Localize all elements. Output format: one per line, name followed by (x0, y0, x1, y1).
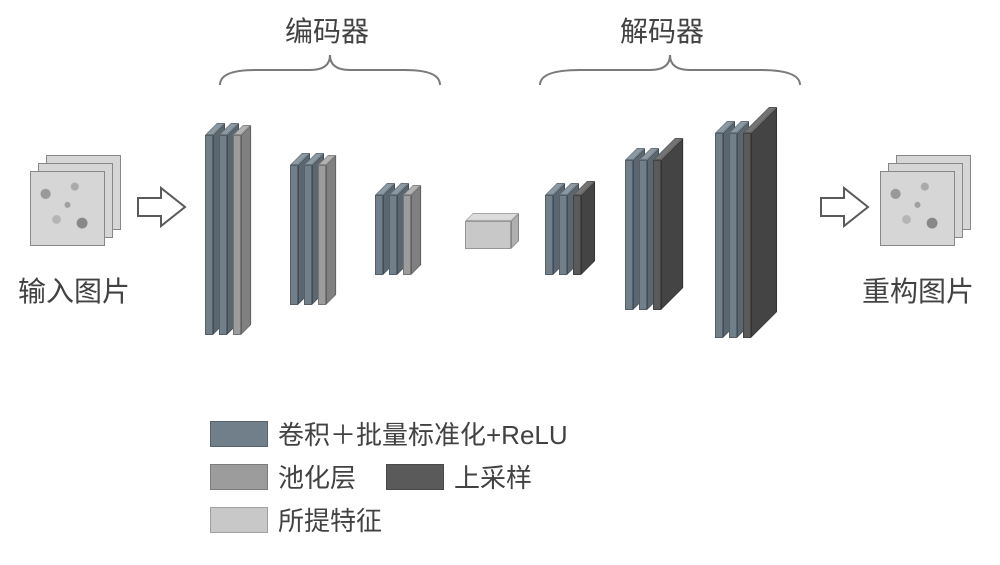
legend-item-conv: 卷积＋批量标准化+ReLU (210, 415, 598, 452)
network-diagram (205, 125, 885, 345)
legend-swatch-pool (210, 464, 268, 490)
input-image-stack (30, 155, 120, 245)
encoder-label: 编码器 (285, 10, 369, 50)
legend-swatch-upsample (386, 464, 444, 490)
encoder-brace (215, 50, 445, 90)
legend-swatch-feature (210, 507, 268, 533)
decoder-label: 解码器 (620, 10, 704, 50)
input-arrow-icon (135, 185, 190, 230)
legend-text-conv: 卷积＋批量标准化+ReLU (278, 415, 568, 452)
output-image-stack (880, 155, 970, 245)
legend-text-feature: 所提特征 (278, 501, 382, 538)
legend-text-upsample: 上采样 (454, 458, 532, 495)
legend: 卷积＋批量标准化+ReLU 池化层 上采样 所提特征 (210, 415, 598, 544)
legend-text-pool: 池化层 (278, 458, 356, 495)
legend-item-feature: 所提特征 (210, 501, 598, 538)
input-image-label: 输入图片 (18, 270, 130, 310)
legend-swatch-conv (210, 421, 268, 447)
decoder-brace (535, 50, 805, 90)
